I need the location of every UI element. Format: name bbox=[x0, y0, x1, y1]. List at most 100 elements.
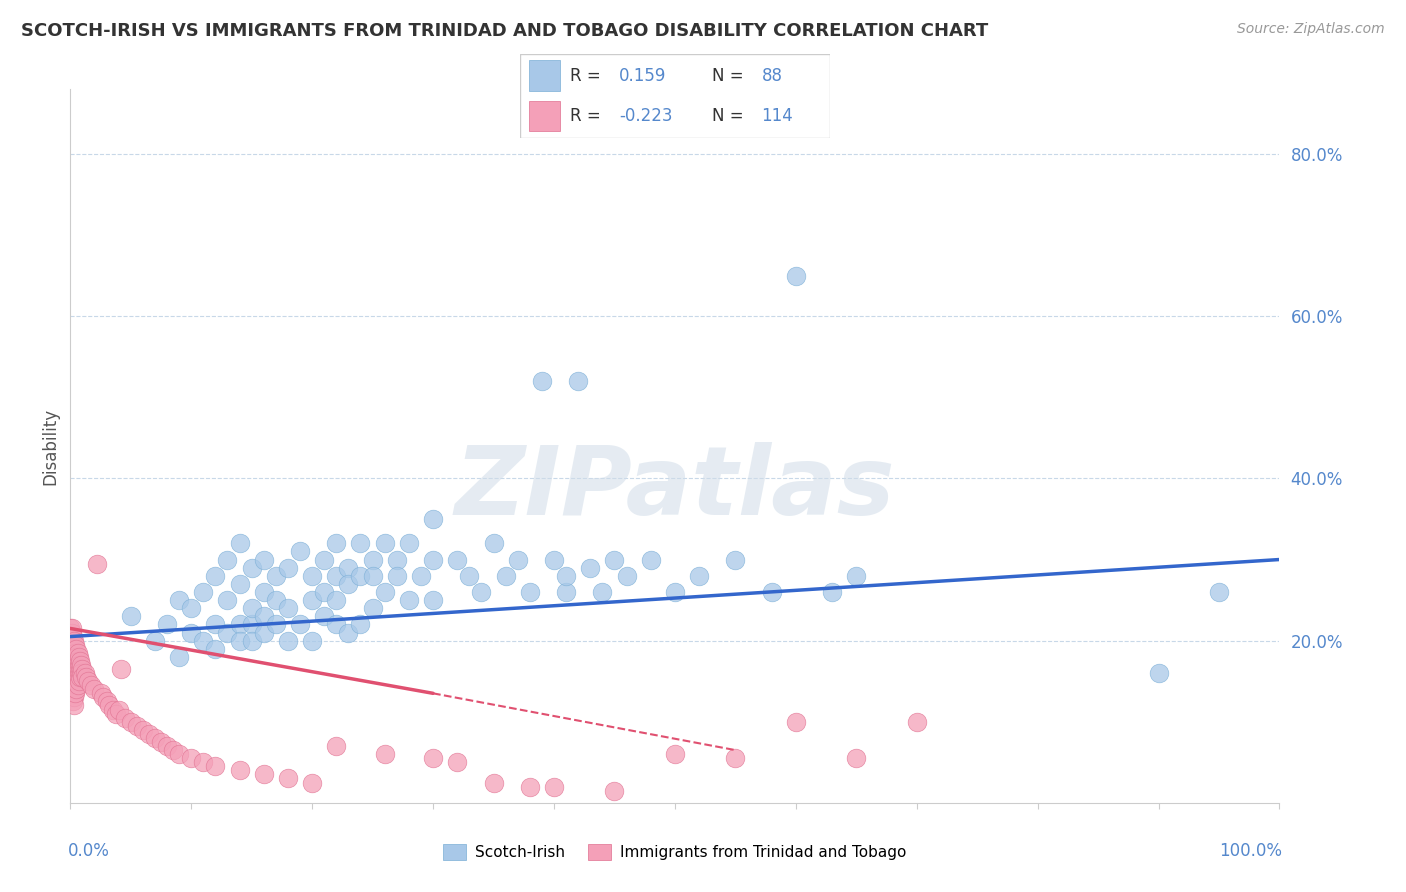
Text: 0.159: 0.159 bbox=[619, 67, 666, 85]
Point bbox=[253, 552, 276, 566]
Point bbox=[98, 698, 121, 713]
Point bbox=[385, 552, 408, 566]
Point bbox=[75, 670, 97, 684]
Point bbox=[821, 585, 844, 599]
Point bbox=[482, 536, 505, 550]
Point bbox=[664, 585, 686, 599]
Point bbox=[422, 512, 444, 526]
Point bbox=[62, 670, 84, 684]
Point bbox=[567, 374, 589, 388]
Point bbox=[543, 780, 565, 794]
Point bbox=[60, 646, 83, 660]
Point bbox=[180, 625, 202, 640]
Point bbox=[325, 593, 347, 607]
Point bbox=[59, 674, 82, 689]
Point bbox=[83, 682, 105, 697]
Point bbox=[60, 641, 83, 656]
Point bbox=[70, 666, 93, 681]
Point bbox=[228, 633, 250, 648]
Point bbox=[59, 646, 82, 660]
Point bbox=[143, 731, 166, 745]
Point bbox=[288, 617, 311, 632]
Point bbox=[66, 678, 89, 692]
Point bbox=[603, 552, 626, 566]
Point bbox=[105, 706, 128, 721]
Point bbox=[63, 686, 86, 700]
Point bbox=[495, 568, 517, 582]
Point bbox=[162, 743, 184, 757]
Point bbox=[253, 625, 276, 640]
Point bbox=[63, 670, 86, 684]
Point bbox=[349, 536, 371, 550]
Point bbox=[59, 657, 82, 672]
Point bbox=[314, 585, 336, 599]
Point bbox=[80, 678, 103, 692]
Point bbox=[446, 552, 468, 566]
Point bbox=[156, 739, 179, 753]
Text: 114: 114 bbox=[762, 107, 793, 125]
Point bbox=[1208, 585, 1230, 599]
Point bbox=[110, 662, 132, 676]
Point bbox=[60, 678, 83, 692]
Point bbox=[62, 654, 84, 668]
Point bbox=[458, 568, 481, 582]
Point bbox=[156, 617, 179, 632]
Y-axis label: Disability: Disability bbox=[41, 408, 59, 484]
Point bbox=[59, 666, 82, 681]
Point bbox=[277, 772, 299, 786]
Point bbox=[67, 657, 90, 672]
Point bbox=[193, 756, 215, 770]
Point bbox=[724, 552, 747, 566]
Point bbox=[63, 633, 86, 648]
Point bbox=[555, 568, 578, 582]
Point bbox=[150, 735, 172, 749]
Point bbox=[664, 747, 686, 761]
Point bbox=[519, 780, 541, 794]
Point bbox=[591, 585, 613, 599]
Point bbox=[63, 646, 86, 660]
Point bbox=[62, 662, 84, 676]
Point bbox=[59, 654, 82, 668]
Point bbox=[63, 674, 86, 689]
Point bbox=[59, 678, 82, 692]
Text: 100.0%: 100.0% bbox=[1219, 842, 1282, 860]
Point bbox=[337, 625, 360, 640]
Point bbox=[70, 657, 93, 672]
Point bbox=[193, 633, 215, 648]
Point bbox=[62, 646, 84, 660]
Point bbox=[60, 622, 83, 636]
Point bbox=[96, 694, 118, 708]
Point bbox=[65, 674, 87, 689]
Point bbox=[138, 727, 160, 741]
Point bbox=[264, 593, 287, 607]
Point bbox=[217, 625, 239, 640]
Legend: Scotch-Irish, Immigrants from Trinidad and Tobago: Scotch-Irish, Immigrants from Trinidad a… bbox=[437, 838, 912, 866]
Point bbox=[301, 633, 323, 648]
Point bbox=[60, 662, 83, 676]
Point bbox=[101, 702, 124, 716]
Point bbox=[62, 694, 84, 708]
Point bbox=[73, 666, 96, 681]
Point bbox=[66, 654, 89, 668]
Point bbox=[114, 711, 136, 725]
Point bbox=[301, 568, 323, 582]
Point bbox=[253, 609, 276, 624]
Point bbox=[349, 568, 371, 582]
Point bbox=[63, 662, 86, 676]
Point bbox=[337, 560, 360, 574]
Point bbox=[67, 666, 90, 681]
Point bbox=[845, 568, 868, 582]
Point bbox=[482, 775, 505, 789]
Point bbox=[361, 552, 384, 566]
Point bbox=[217, 593, 239, 607]
Point bbox=[77, 674, 100, 689]
Point bbox=[337, 577, 360, 591]
Point bbox=[374, 747, 396, 761]
Point bbox=[519, 585, 541, 599]
Point bbox=[603, 783, 626, 797]
Point bbox=[398, 593, 420, 607]
Point bbox=[301, 775, 323, 789]
Point bbox=[62, 686, 84, 700]
Point bbox=[167, 649, 190, 664]
Point bbox=[67, 649, 90, 664]
